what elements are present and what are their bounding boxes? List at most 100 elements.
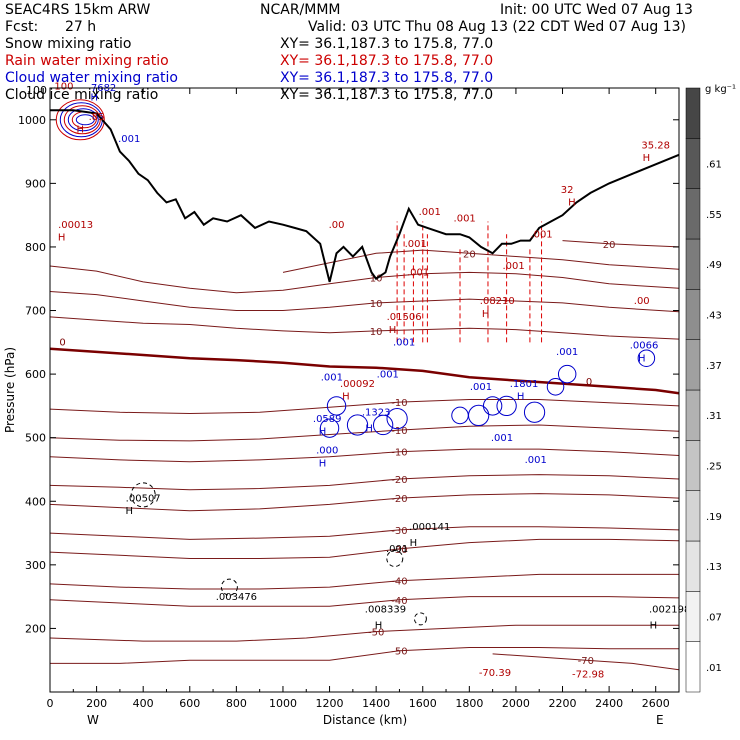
contour-annotation: 7682	[91, 83, 116, 94]
isotherm-line	[50, 647, 679, 664]
isotherm-label: -40	[391, 577, 407, 588]
y-axis-label: Pressure (hPa)	[3, 347, 17, 433]
colorbar-label: .49	[706, 260, 722, 271]
plot-frame	[49, 87, 680, 693]
cloud-water-contour	[326, 396, 347, 416]
field-xy-3: XY= 36.1,187.3 to 175.8, 77.0	[280, 87, 493, 103]
contour-annotation: .01506	[387, 312, 422, 323]
contour-annotation: .001	[407, 268, 429, 279]
corner-contour	[75, 114, 95, 126]
isotherm-label: 10	[370, 299, 383, 310]
x-tick-label: 2000	[502, 697, 530, 710]
colorbar-swatch	[685, 238, 701, 290]
cloud-water-contour	[451, 406, 469, 425]
isotherm-line	[49, 596, 680, 607]
contour-annotation: H	[389, 325, 397, 336]
isotherm-label: -20	[391, 475, 407, 486]
west-label: W	[87, 713, 99, 727]
contour-annotation: .1323	[362, 407, 391, 418]
field-name-3: Cloud ice mixing ratio	[5, 87, 158, 103]
contour-annotation: H	[375, 620, 383, 631]
x-tick-label: 200	[86, 697, 107, 710]
colorbar-swatch	[685, 641, 701, 693]
cloud-water-contour	[523, 401, 546, 423]
isotherm-line	[49, 399, 680, 415]
field-legend: Snow mixing ratio XY= 36.1,187.3 to 175.8…	[5, 36, 493, 103]
contour-annotation: H	[650, 620, 658, 631]
cloud-ice-contour	[220, 578, 238, 596]
x-axis-label: Distance (km)	[323, 713, 407, 727]
y-tick-label: 700	[25, 305, 46, 318]
isotherm-line	[49, 474, 680, 491]
colorbar-label: .55	[706, 210, 722, 221]
x-axis-ticks: 0 200 400 600 800 1000 1200 1400 1600 1800 2000 220…	[47, 88, 670, 710]
isotherm-line	[49, 624, 679, 642]
field-xy-2: XY= 36.1,187.3 to 175.8, 77.0	[280, 70, 493, 86]
x-tick-label: 600	[179, 697, 200, 710]
contour-annotation: .85	[89, 112, 105, 123]
contour-annotation: H	[410, 538, 418, 549]
contour-annotation: .00013	[58, 220, 93, 231]
contour-annotation: .008339	[365, 605, 406, 616]
isotherm-line	[49, 526, 680, 540]
y-tick-label: 200	[25, 622, 46, 635]
isotherm-line	[49, 448, 680, 463]
init-time: Init: 00 UTC Wed 07 Aug 13	[500, 2, 693, 18]
colorbar-swatch	[685, 339, 701, 391]
terrain-line	[50, 109, 680, 283]
cloud-ice-contour	[413, 612, 427, 626]
isotherm-label: -10	[391, 398, 407, 409]
isotherm-label: -30	[391, 526, 407, 537]
contour-annotation: 100	[54, 81, 73, 92]
cloud-water-contour	[637, 349, 656, 367]
isotherm-label: -10	[391, 448, 407, 459]
contour-annotation: H	[643, 153, 651, 164]
contour-annotation: -70.39	[479, 668, 511, 679]
field-xy-1: XY= 36.1,187.3 to 175.8, 77.0	[280, 53, 493, 69]
contour-annotation: 35.28	[641, 140, 670, 151]
x-tick-label: 0	[47, 697, 54, 710]
contour-annotation: .001	[386, 544, 408, 555]
contour-annotation: 32	[561, 185, 574, 196]
colorbar-swatch	[685, 540, 701, 592]
isotherm-line	[282, 249, 680, 273]
colorbar-label: .07	[706, 613, 722, 624]
contour-annotation: .001	[321, 372, 343, 383]
y-tick-label: 800	[25, 241, 46, 254]
freezing-level-line	[49, 347, 680, 395]
x-tick-label: 1600	[409, 697, 437, 710]
colorbar-label: .37	[706, 361, 722, 372]
contour-annotation: .001	[419, 207, 441, 218]
cloud-water-contour	[496, 395, 517, 417]
cloud-ice-contour	[130, 482, 156, 508]
y-tick-label: 600	[25, 368, 46, 381]
isotherm-label: -70	[578, 656, 594, 667]
contour-annotation: H	[77, 125, 85, 136]
x-tick-label: 400	[133, 697, 154, 710]
x-tick-label: 1400	[362, 697, 390, 710]
contour-annotation: .001	[491, 433, 513, 444]
colorbar: .01 .07 .13 .19 .25 .31 .37 .43 .49 .55 .61	[685, 87, 722, 693]
contour-annotation: .00507	[126, 493, 161, 504]
y-tick-label: 400	[25, 495, 46, 508]
isotherm-label: -20	[391, 494, 407, 505]
contour-annotation: H	[58, 233, 66, 244]
colorbar-label: .13	[706, 562, 722, 573]
isotherm-line	[49, 291, 680, 313]
contour-annotation: .001	[393, 337, 415, 348]
cloud-water-contour	[319, 418, 340, 438]
contour-annotation: .08210	[480, 296, 515, 307]
y-tick-label: 300	[25, 559, 46, 572]
isotherm-label: 20	[603, 240, 616, 251]
contour-annotation: H	[342, 392, 350, 403]
isotherm-line	[562, 240, 680, 248]
contour-annotation: .1801	[510, 379, 539, 390]
colorbar-swatch	[685, 289, 701, 340]
colorbar-label: .25	[706, 462, 722, 473]
x-tick-label: 1000	[269, 697, 297, 710]
model-title: SEAC4RS 15km ARW	[5, 2, 151, 18]
corner-contour	[63, 105, 101, 135]
contour-annotation: H	[517, 392, 525, 403]
